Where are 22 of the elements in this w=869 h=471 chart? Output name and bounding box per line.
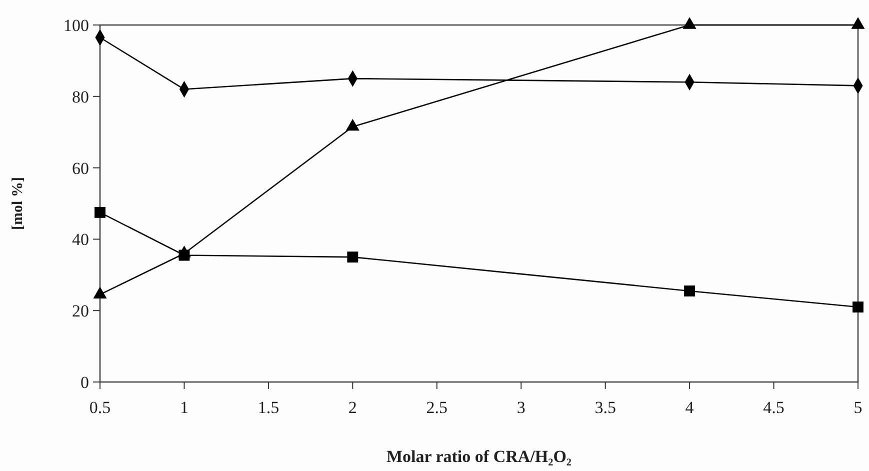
y-axis-title: [mol %] xyxy=(10,177,26,230)
x-tick-label: 5 xyxy=(854,398,862,417)
x-tick-label: 4.5 xyxy=(763,398,784,417)
y-tick-label: 60 xyxy=(72,158,89,178)
y-tick-label: 40 xyxy=(72,230,89,250)
y-tick-label: 0 xyxy=(80,372,89,392)
point xyxy=(852,302,864,313)
x-tick-label: 0.5 xyxy=(89,398,111,417)
x-tick-label: 4 xyxy=(685,398,694,417)
point xyxy=(347,252,358,263)
y-tick-label: 100 xyxy=(64,16,89,35)
x-tick-label: 3.5 xyxy=(594,398,616,417)
x-tick-label: 1.5 xyxy=(258,398,280,417)
y-tick-label: 80 xyxy=(72,87,89,106)
x-tick-label: 2.5 xyxy=(426,398,448,417)
x-tick-label: 2 xyxy=(348,398,357,417)
y-tick-label: 20 xyxy=(72,302,89,321)
point xyxy=(684,285,696,296)
x-tick-label: 3 xyxy=(516,398,526,417)
x-axis-title: Molar ratio of CRA/H₂O₂ xyxy=(386,447,572,466)
point xyxy=(94,206,106,218)
x-tick-label: 1 xyxy=(180,398,188,417)
